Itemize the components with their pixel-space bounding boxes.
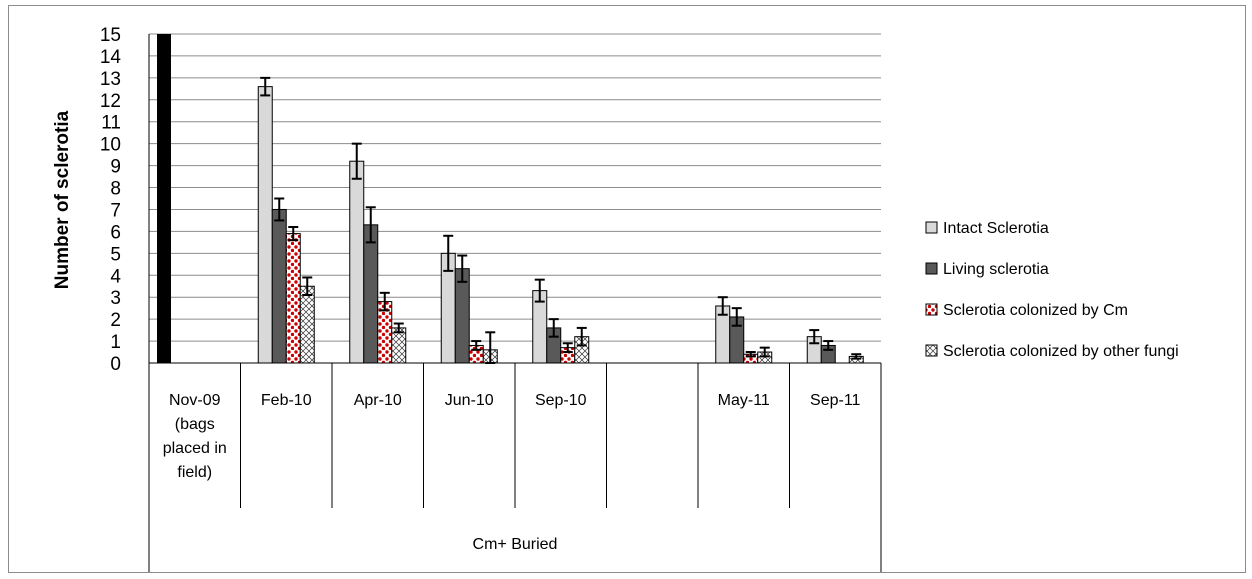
error-bar [548,318,559,338]
error-bar [260,76,271,97]
error-bar [471,340,482,351]
legend-label: Sclerotia colonized by other fungi [943,343,1179,360]
legend-item: Sclerotia colonized by other fungi [925,343,1179,360]
y-tick-label: 4 [110,266,121,287]
y-tick-label: 13 [100,69,121,90]
x-tick-label: Sep-11 [810,392,861,409]
error-bar [288,226,299,242]
legend-swatch [925,221,938,234]
y-tick-label: 2 [110,310,121,331]
legend-item: Living sclerotia [925,261,1049,278]
x-tick-label: Sep-10 [535,392,587,409]
x-tick-label: Nov-09 [169,392,221,409]
y-tick-label: 5 [110,244,121,265]
error-bar [809,329,820,345]
bar-light [257,86,273,364]
error-bar [393,322,404,334]
bar-cross [299,285,315,364]
x-tick-label: (bags [175,416,215,433]
bars [157,34,864,364]
error-bar [745,351,756,358]
error-bar [562,342,573,354]
bar-dots [285,233,301,364]
error-bars [260,76,862,364]
error-bar [534,278,545,303]
axes [148,34,882,572]
y-axis-label: Number of sclerotia [52,110,73,289]
error-bar [759,346,770,358]
bar-dark [363,224,379,364]
category-labels: Nov-09 (bags placed in field) Feb-10 Apr-10 Ju… [163,392,861,481]
legend-swatch [925,262,938,275]
legend-label: Intact Sclerotia [943,220,1049,237]
legend-item: Intact Sclerotia [925,220,1049,237]
bar-solid [157,34,171,363]
y-tick-label: 12 [100,91,121,112]
y-tick-label: 7 [110,200,121,221]
legend-label: Living sclerotia [943,261,1049,278]
error-bar [823,340,834,351]
y-tick-label: 15 [100,25,121,46]
error-bar [576,326,587,347]
y-tick-label: 6 [110,222,121,243]
legend-swatch [925,303,938,316]
x-tick-label: May-11 [718,392,770,409]
error-bar [851,353,862,360]
bar-light [349,160,365,364]
legend: Intact Sclerotia Living sclerotia Scleroti… [925,220,1179,360]
y-tick-label: 8 [110,179,121,200]
error-bar [717,296,728,316]
error-bar [457,254,468,283]
legend-label: Sclerotia colonized by Cm [943,302,1128,319]
y-tick-label: 14 [100,47,122,68]
chart-frame [8,5,1246,573]
y-tick-label: 0 [110,354,121,375]
error-bar [443,234,454,272]
group-label: Cm+ Buried [473,536,558,553]
legend-item: Sclerotia colonized by Cm [925,302,1128,319]
bar-dark [271,208,287,364]
x-tick-label: placed in [163,440,227,457]
y-tick-label: 11 [101,113,121,134]
x-tick-label: field) [177,464,212,481]
x-tick-label: Jun-10 [445,392,494,409]
y-tick-label: 3 [110,288,121,309]
y-tick-label: 10 [100,135,121,156]
error-bar [731,307,742,327]
error-bar [351,142,362,180]
x-tick-label: Apr-10 [354,392,402,409]
legend-swatch [925,344,938,357]
y-tick-label: 1 [110,332,121,353]
error-bar [274,197,285,222]
error-bar [379,291,390,312]
x-tick-label: Feb-10 [261,392,312,409]
y-tick-label: 9 [110,157,121,178]
error-bar [365,206,376,244]
error-bar [302,276,313,297]
